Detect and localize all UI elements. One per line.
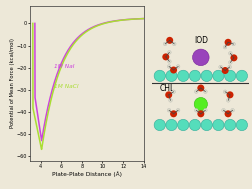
Circle shape xyxy=(162,53,169,60)
Circle shape xyxy=(223,45,227,49)
Circle shape xyxy=(154,119,165,131)
Circle shape xyxy=(166,119,177,131)
Circle shape xyxy=(170,110,177,117)
Circle shape xyxy=(222,67,229,74)
Circle shape xyxy=(167,65,171,68)
Circle shape xyxy=(222,108,225,112)
Circle shape xyxy=(213,70,224,81)
Circle shape xyxy=(154,70,165,81)
Circle shape xyxy=(225,39,232,46)
Circle shape xyxy=(165,91,172,98)
Circle shape xyxy=(193,49,209,66)
Y-axis label: Potential of Mean Force (kcal/mol): Potential of Mean Force (kcal/mol) xyxy=(10,38,15,128)
Circle shape xyxy=(231,108,234,112)
Circle shape xyxy=(201,119,212,131)
Circle shape xyxy=(163,42,167,46)
Circle shape xyxy=(232,42,235,46)
Circle shape xyxy=(229,61,232,64)
Circle shape xyxy=(168,60,171,63)
Circle shape xyxy=(225,119,236,131)
Circle shape xyxy=(204,90,207,93)
Circle shape xyxy=(201,70,212,81)
Circle shape xyxy=(194,98,207,111)
Circle shape xyxy=(229,51,232,55)
Circle shape xyxy=(166,37,173,44)
Text: 1M NaCl: 1M NaCl xyxy=(54,84,78,89)
Circle shape xyxy=(178,119,189,131)
Circle shape xyxy=(197,110,204,117)
Circle shape xyxy=(230,54,237,61)
Circle shape xyxy=(167,108,171,112)
Circle shape xyxy=(197,84,204,91)
Circle shape xyxy=(176,108,180,112)
Circle shape xyxy=(176,65,180,68)
Circle shape xyxy=(195,90,198,93)
Circle shape xyxy=(228,65,232,69)
Circle shape xyxy=(189,119,201,131)
Text: CHL: CHL xyxy=(160,84,175,93)
Circle shape xyxy=(172,90,175,94)
Circle shape xyxy=(172,42,176,46)
Circle shape xyxy=(219,65,223,69)
Circle shape xyxy=(236,70,247,81)
Circle shape xyxy=(195,108,198,112)
Circle shape xyxy=(178,70,189,81)
Circle shape xyxy=(189,70,201,81)
Text: 1M NaI: 1M NaI xyxy=(54,64,75,69)
Circle shape xyxy=(213,119,224,131)
Text: IOD: IOD xyxy=(194,36,208,45)
Circle shape xyxy=(168,50,171,54)
Circle shape xyxy=(204,108,207,112)
Circle shape xyxy=(166,70,177,81)
Circle shape xyxy=(226,98,230,102)
Circle shape xyxy=(225,70,236,81)
Circle shape xyxy=(236,119,247,131)
Circle shape xyxy=(225,110,232,117)
Circle shape xyxy=(223,90,227,94)
Circle shape xyxy=(227,91,234,98)
Circle shape xyxy=(170,67,177,74)
Circle shape xyxy=(169,98,172,102)
X-axis label: Plate-Plate Distance (Å): Plate-Plate Distance (Å) xyxy=(52,171,122,177)
